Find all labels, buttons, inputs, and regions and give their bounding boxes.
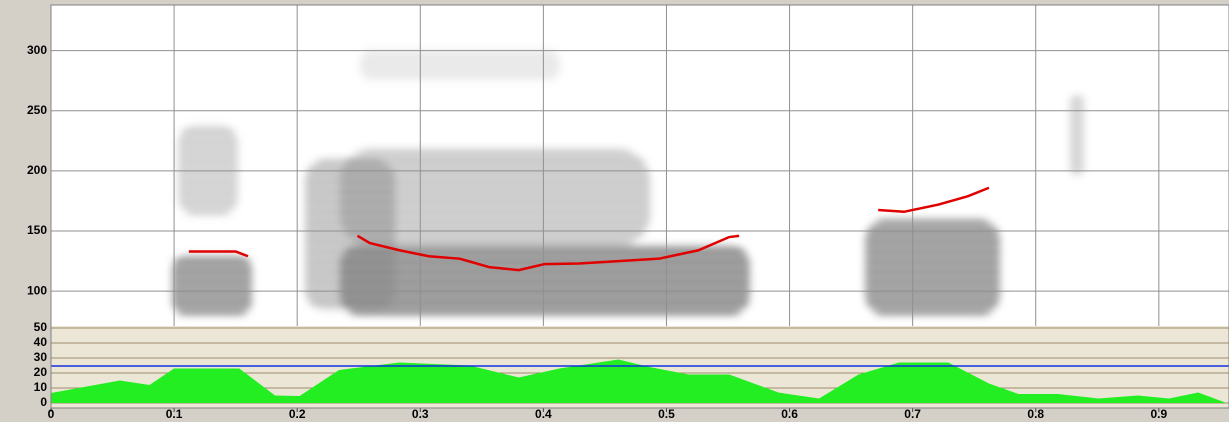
x-tick-label: 0.7 [904, 407, 921, 421]
spectrogram-blob [178, 125, 238, 215]
spectrogram-blob [172, 255, 252, 315]
x-tick-label: 0 [48, 407, 55, 421]
chart: 100 150 200 250 300 01020304050 0 0.1 0.2 0.3 0.4 0… [0, 0, 1229, 422]
spectrogram-blob [340, 245, 750, 315]
y-tick-label: 300 [27, 43, 47, 57]
spectrogram-blob [1070, 95, 1084, 175]
x-tick-label: 0.6 [781, 407, 798, 421]
y-tick-label: 100 [27, 283, 47, 297]
y-tick-label: 10 [34, 380, 48, 394]
x-tick-label: 0.8 [1027, 407, 1044, 421]
y-tick-label: 150 [27, 223, 47, 237]
y-tick-label: 30 [34, 350, 48, 364]
y-tick-label: 200 [27, 163, 47, 177]
x-tick-label: 0.5 [658, 407, 675, 421]
spectrogram-blob [865, 220, 1000, 315]
x-tick-label: 0.3 [412, 407, 429, 421]
x-tick-label: 0.9 [1150, 407, 1167, 421]
x-tick-label: 0.2 [289, 407, 306, 421]
x-tick-label: 0.1 [166, 407, 183, 421]
y-tick-label: 20 [34, 365, 48, 379]
y-tick-label: 40 [34, 335, 48, 349]
x-tick-label: 0.4 [535, 407, 552, 421]
spectrogram-blob [360, 50, 560, 80]
y-tick-label: 50 [34, 320, 48, 334]
y-tick-label: 250 [27, 103, 47, 117]
y-tick-label: 0 [40, 395, 47, 409]
